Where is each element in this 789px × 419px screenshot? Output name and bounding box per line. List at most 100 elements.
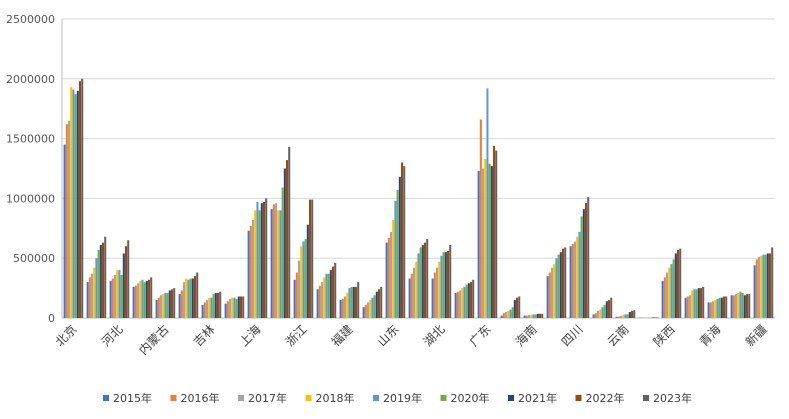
y-tick-label: 1000000 bbox=[6, 192, 55, 205]
bar bbox=[374, 295, 376, 318]
bar bbox=[355, 287, 357, 318]
bar bbox=[102, 243, 104, 318]
bar bbox=[664, 277, 666, 318]
bar bbox=[771, 247, 773, 318]
bar bbox=[503, 313, 505, 318]
bar bbox=[595, 313, 597, 318]
bar bbox=[181, 290, 183, 318]
bar bbox=[631, 311, 633, 318]
bar bbox=[601, 307, 603, 318]
bar bbox=[323, 277, 325, 318]
bar bbox=[606, 301, 608, 318]
bar bbox=[719, 298, 721, 318]
bar bbox=[133, 287, 135, 318]
bar bbox=[608, 300, 610, 318]
bar bbox=[204, 302, 206, 318]
legend-label: 2015年 bbox=[113, 391, 152, 405]
bar bbox=[501, 316, 503, 318]
bar bbox=[271, 209, 273, 318]
bar bbox=[114, 275, 116, 318]
bar bbox=[539, 314, 541, 318]
bar bbox=[583, 209, 585, 318]
bar bbox=[553, 264, 555, 318]
bar bbox=[273, 204, 275, 318]
bar bbox=[415, 262, 417, 318]
bar bbox=[160, 295, 162, 318]
bar bbox=[443, 252, 445, 318]
bar bbox=[666, 273, 668, 318]
bar bbox=[491, 166, 493, 318]
bar bbox=[259, 210, 261, 318]
x-tick-label: 海南 bbox=[512, 322, 540, 350]
bar bbox=[127, 240, 129, 318]
bar bbox=[242, 296, 244, 318]
legend-swatch bbox=[238, 395, 244, 401]
bar bbox=[215, 293, 217, 318]
bar bbox=[463, 287, 465, 318]
bar bbox=[581, 216, 583, 318]
bar bbox=[386, 243, 388, 318]
bar bbox=[401, 163, 403, 318]
bar bbox=[455, 293, 457, 318]
bar bbox=[627, 314, 629, 318]
bar bbox=[737, 293, 739, 318]
bar bbox=[748, 294, 750, 318]
bar bbox=[91, 274, 93, 318]
bar bbox=[505, 312, 507, 318]
bar bbox=[261, 203, 263, 318]
bar bbox=[225, 304, 227, 318]
legend-label: 2020年 bbox=[451, 391, 490, 405]
bar bbox=[480, 119, 482, 318]
bar bbox=[624, 314, 626, 318]
bar bbox=[325, 274, 327, 318]
bar bbox=[300, 246, 302, 318]
bar bbox=[762, 255, 764, 318]
bar bbox=[277, 210, 279, 318]
x-tick-label: 青海 bbox=[696, 322, 724, 350]
bar bbox=[394, 201, 396, 318]
bar bbox=[179, 294, 181, 318]
bar bbox=[622, 315, 624, 318]
bar bbox=[530, 315, 532, 318]
bar bbox=[330, 270, 332, 318]
bar bbox=[183, 282, 185, 318]
bar bbox=[440, 256, 442, 318]
bar bbox=[110, 281, 112, 318]
bar bbox=[254, 210, 256, 318]
bar bbox=[256, 202, 258, 318]
bar bbox=[156, 300, 158, 318]
x-tick-label: 云南 bbox=[604, 322, 632, 350]
bar bbox=[397, 190, 399, 318]
y-tick-label: 2500000 bbox=[6, 13, 55, 26]
bar bbox=[248, 231, 250, 318]
bar bbox=[767, 253, 769, 318]
bar bbox=[409, 279, 411, 318]
legend-swatch bbox=[441, 395, 447, 401]
bar bbox=[70, 87, 72, 318]
bar bbox=[217, 293, 219, 318]
x-axis-tick-labels: 北京河北内蒙古吉林上海浙江福建山东湖北广东海南四川云南陕西青海新疆 bbox=[53, 322, 770, 358]
bar bbox=[144, 282, 146, 318]
x-tick-label: 吉林 bbox=[191, 322, 218, 349]
bar bbox=[403, 166, 405, 318]
bar bbox=[742, 293, 744, 318]
bar bbox=[723, 296, 725, 318]
bar bbox=[716, 299, 718, 318]
bar bbox=[185, 279, 187, 318]
bar bbox=[616, 317, 618, 318]
bar bbox=[317, 289, 319, 318]
x-tick-label: 新疆 bbox=[742, 322, 770, 350]
bar bbox=[81, 79, 83, 318]
bar bbox=[432, 279, 434, 318]
bar bbox=[371, 298, 373, 318]
bar bbox=[95, 258, 97, 318]
bar bbox=[233, 298, 235, 318]
bar bbox=[670, 264, 672, 318]
bar bbox=[698, 288, 700, 318]
bar bbox=[376, 292, 378, 318]
legend-label: 2021年 bbox=[518, 391, 557, 405]
legend-label: 2016年 bbox=[181, 391, 220, 405]
x-tick-label: 福建 bbox=[328, 322, 356, 350]
bar bbox=[369, 300, 371, 318]
bar bbox=[302, 241, 304, 318]
